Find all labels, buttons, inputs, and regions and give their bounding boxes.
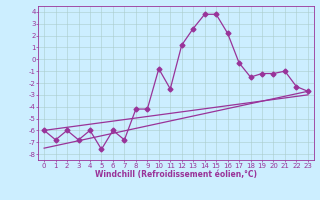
X-axis label: Windchill (Refroidissement éolien,°C): Windchill (Refroidissement éolien,°C) [95,170,257,179]
